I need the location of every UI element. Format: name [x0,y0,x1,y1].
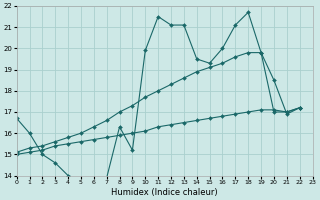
X-axis label: Humidex (Indice chaleur): Humidex (Indice chaleur) [111,188,218,197]
